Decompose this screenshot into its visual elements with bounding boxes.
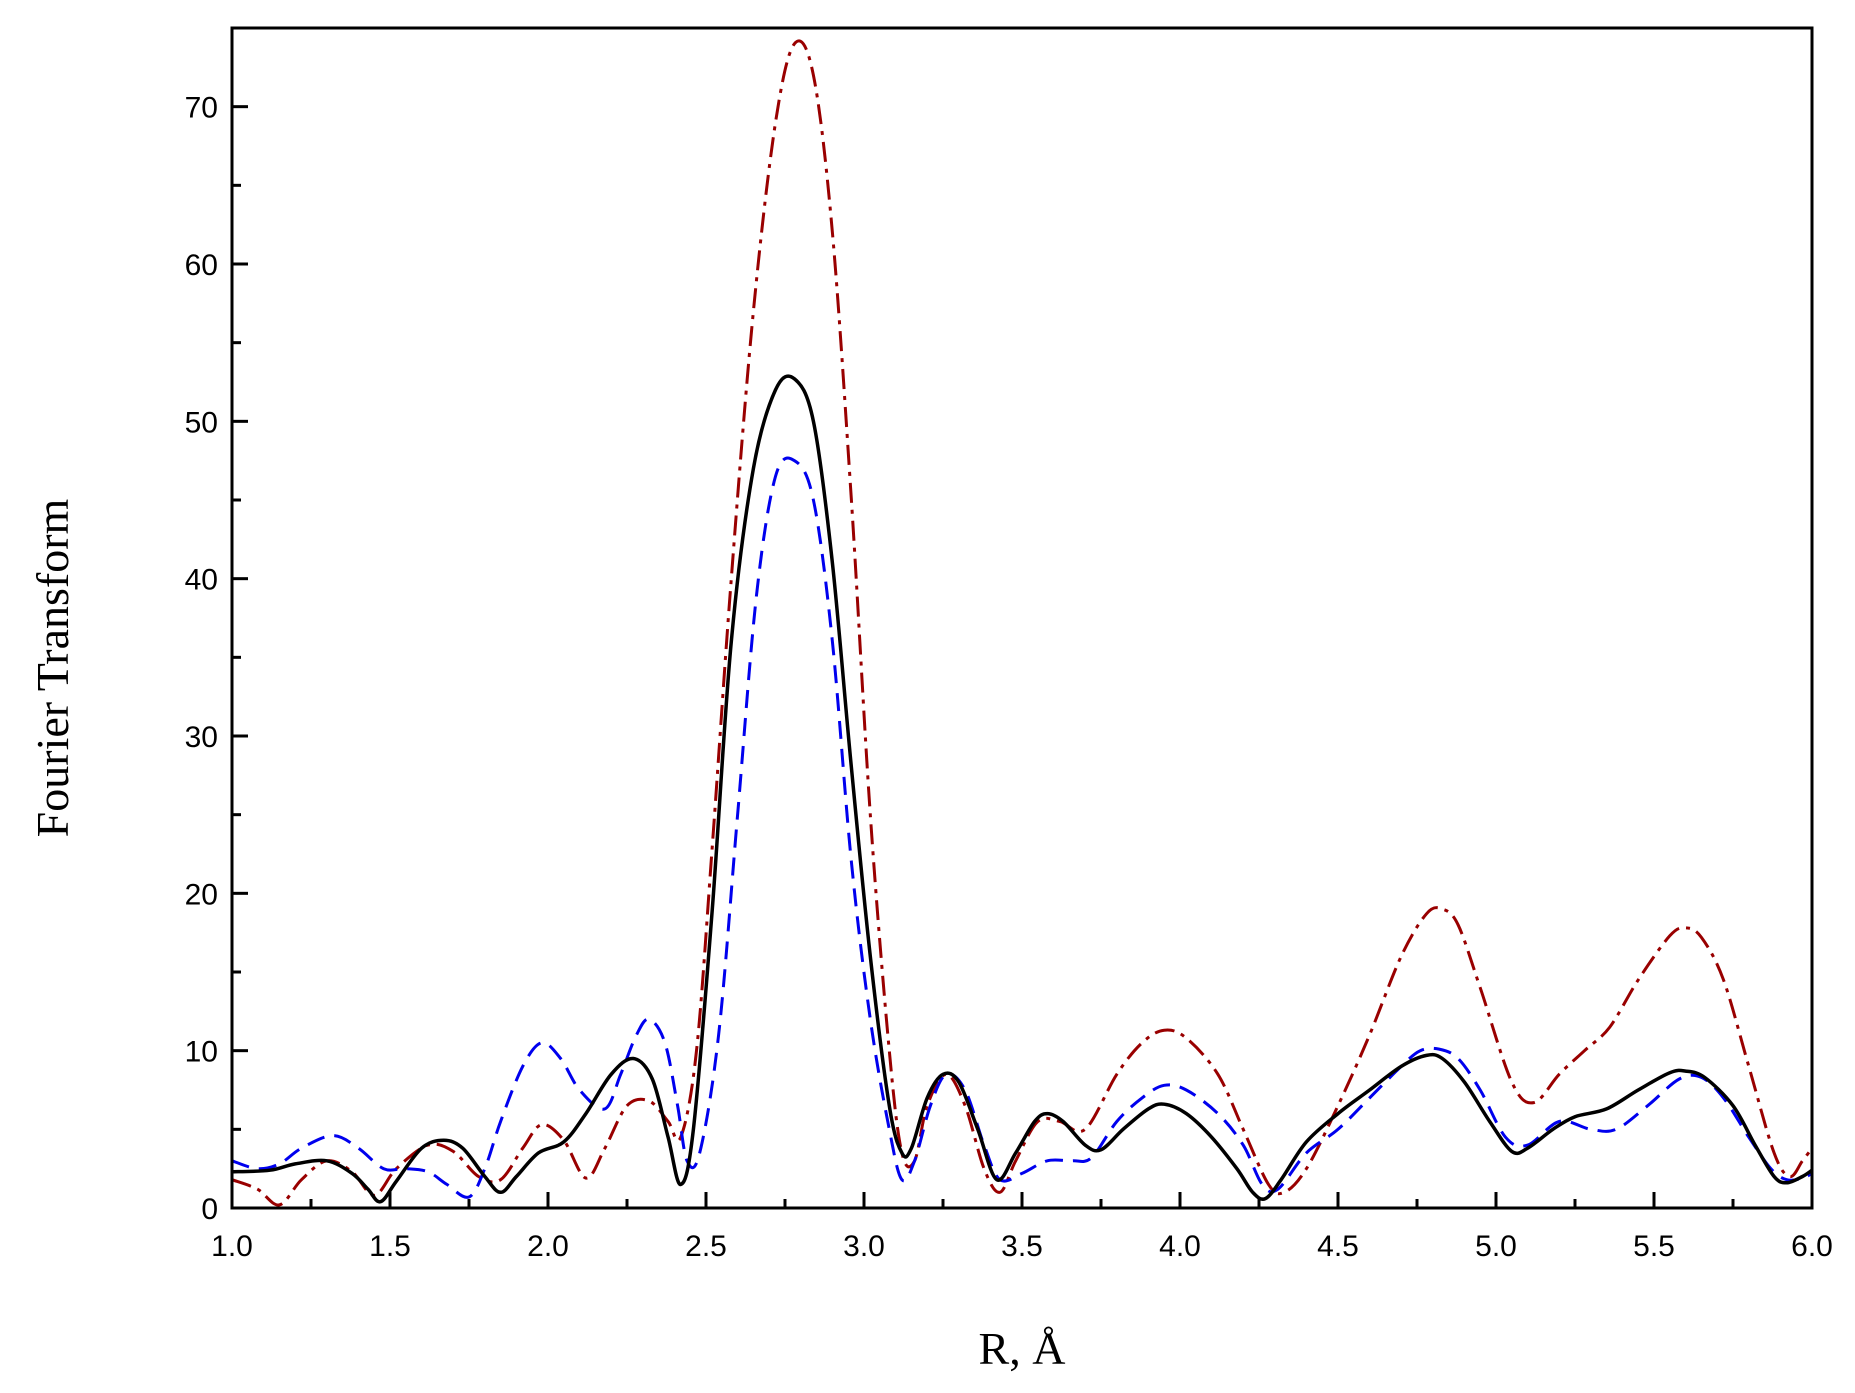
- plot-frame: [230, 26, 1814, 1210]
- x-tick-label: 5.5: [1633, 1230, 1675, 1263]
- x-tick-label: 4.0: [1159, 1230, 1201, 1263]
- series-layer: [231, 39, 1814, 1207]
- x-tick-label: 1.5: [369, 1230, 411, 1263]
- y-tick-label: 10: [185, 1036, 218, 1069]
- y-tick-label: 40: [185, 564, 218, 597]
- series-line-solid: [231, 374, 1814, 1204]
- y-tick-label: 30: [185, 721, 218, 754]
- x-tick-label: 2.0: [527, 1230, 569, 1263]
- x-tick-label: 3.5: [1001, 1230, 1043, 1263]
- y-axis-title: Fourier Transform: [27, 498, 78, 837]
- x-tick-label: 6.0: [1791, 1230, 1833, 1263]
- y-tick-label: 0: [201, 1193, 218, 1226]
- x-tick-label: 4.5: [1317, 1230, 1359, 1263]
- x-tick-label: 3.0: [843, 1230, 885, 1263]
- x-tick-label: 2.5: [685, 1230, 727, 1263]
- tick-layer: 1.0 1.5 2.0 2.5 3.0 3.5 4.0 4.5 5.0 5.5 6.0 0 10 20 30…: [185, 26, 1833, 1263]
- y-tick-label: 70: [185, 92, 218, 125]
- y-tick-label: 50: [185, 406, 218, 439]
- series-line-dashed: [231, 456, 1813, 1199]
- x-axis-title: R, Å: [979, 1323, 1066, 1374]
- y-tick-label: 60: [185, 249, 218, 282]
- x-tick-label: 1.0: [211, 1230, 253, 1263]
- y-tick-label: 20: [185, 878, 218, 911]
- series-line-dash-dot: [231, 39, 1814, 1207]
- x-tick-label: 5.0: [1475, 1230, 1517, 1263]
